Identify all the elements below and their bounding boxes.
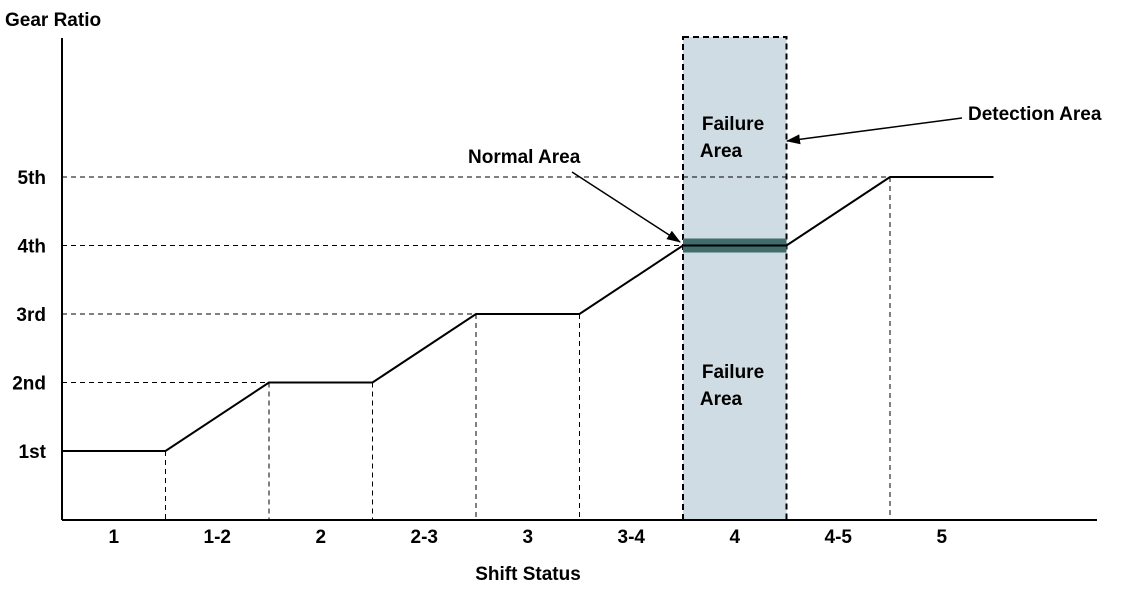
x-tick-labels: 1 1-2 2 2-3 3 3-4 4 4-5 5 [108, 527, 947, 548]
normal-area-label: Normal Area [468, 147, 581, 168]
x-tick-label: 5 [936, 527, 947, 548]
horizontal-guide-lines [62, 176, 890, 383]
x-tick-label: 3-4 [618, 527, 646, 548]
x-tick-label: 4-5 [825, 527, 853, 548]
y-tick-labels: 1st 2nd 3rd 4th 5th [12, 168, 46, 463]
detection-area [682, 36, 788, 521]
failure-area-upper-line2: Area [700, 141, 743, 162]
failure-area-lower-line1: Failure [702, 362, 764, 383]
x-tick-label: 2 [315, 527, 326, 548]
x-tick-label: 2-3 [411, 527, 438, 548]
x-axis-title: Shift Status [475, 564, 581, 585]
vertical-guide-lines [165, 177, 891, 520]
detection-area-arrow [786, 117, 963, 145]
detection-area-label: Detection Area [968, 104, 1102, 125]
x-tick-label: 1-2 [204, 527, 231, 548]
failure-area-lower-line2: Area [700, 389, 743, 410]
y-tick-label: 1st [19, 442, 47, 463]
y-tick-label: 2nd [12, 374, 46, 395]
gear-ratio-line [62, 176, 994, 452]
x-tick-label: 4 [729, 527, 740, 548]
x-tick-label: 1 [108, 527, 119, 548]
y-tick-label: 5th [18, 168, 47, 189]
failure-area-upper-line1: Failure [702, 114, 764, 135]
x-tick-label: 3 [522, 527, 533, 548]
y-tick-label: 4th [18, 237, 47, 258]
y-tick-label: 3rd [16, 305, 46, 326]
y-axis-title: Gear Ratio [5, 10, 101, 31]
normal-area-arrow [571, 171, 681, 243]
